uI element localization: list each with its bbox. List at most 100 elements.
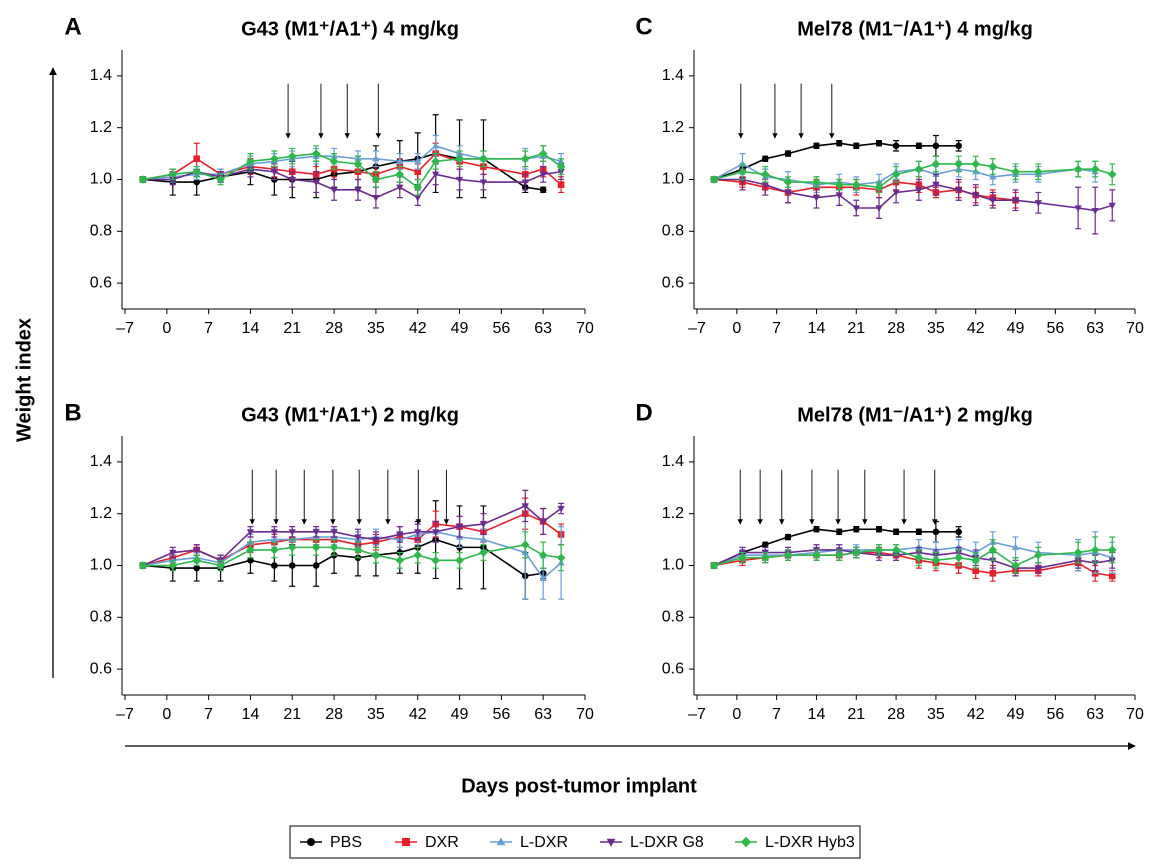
data-point — [1011, 197, 1020, 205]
data-point — [1107, 545, 1117, 555]
x-tick-label: 14 — [808, 320, 826, 337]
data-point — [312, 562, 320, 569]
data-point — [989, 569, 997, 577]
data-point — [875, 178, 883, 185]
data-point — [1074, 205, 1082, 212]
y-tick-label: 1.4 — [90, 453, 112, 470]
y-tick-label: 1.2 — [662, 119, 684, 136]
data-point — [1090, 545, 1100, 555]
data-point — [414, 157, 422, 165]
data-point — [891, 170, 901, 179]
y-tick-label: 1.0 — [90, 557, 112, 574]
data-point — [1073, 164, 1083, 174]
data-point — [396, 157, 404, 165]
y-tick-label: 1.0 — [662, 557, 684, 574]
x-tick-label: 21 — [847, 320, 865, 337]
data-point — [915, 528, 923, 536]
data-point — [413, 550, 423, 560]
data-point — [396, 531, 404, 539]
data-point — [431, 157, 440, 166]
data-point — [875, 552, 883, 560]
x-tick-label: –7 — [688, 320, 706, 337]
data-point — [892, 142, 900, 150]
data-point — [834, 550, 844, 560]
x-tick-label: 21 — [283, 706, 301, 723]
data-point — [760, 553, 770, 563]
data-point — [761, 155, 769, 163]
data-point — [539, 518, 547, 526]
data-point — [972, 192, 980, 199]
data-point — [813, 525, 820, 533]
data-point — [479, 154, 488, 164]
panel-letter: A — [64, 13, 81, 40]
data-point — [288, 535, 296, 543]
x-tick-label: 7 — [204, 706, 213, 723]
x-tick-label: 56 — [1046, 706, 1064, 723]
data-point — [538, 149, 548, 158]
data-point — [1091, 560, 1099, 567]
x-tick-label: 14 — [242, 320, 260, 337]
x-tick-label: 70 — [1126, 706, 1144, 723]
data-point — [1034, 550, 1043, 560]
data-point — [851, 548, 861, 557]
data-point — [288, 176, 296, 184]
x-tick-label: 56 — [1046, 320, 1064, 337]
data-point — [521, 179, 529, 187]
panel-title: Mel78 (M1⁻/A1⁺) 4 mg/kg — [797, 18, 1033, 40]
data-point — [955, 187, 963, 194]
x-tick-label: 56 — [492, 320, 510, 337]
data-point — [372, 194, 380, 202]
data-point — [915, 142, 923, 150]
x-tick-label: 42 — [409, 320, 427, 337]
legend-marker — [402, 838, 410, 846]
x-tick-label: 14 — [242, 706, 260, 723]
panel-title: G43 (M1⁺/A1⁺) 2 mg/kg — [241, 404, 459, 426]
data-point — [760, 170, 770, 179]
x-tick-label: 0 — [162, 706, 171, 723]
data-point — [738, 167, 747, 177]
y-tick-label: 1.2 — [662, 505, 684, 522]
data-point — [455, 556, 464, 565]
panel-letter: B — [64, 399, 81, 426]
data-point — [169, 549, 177, 557]
data-point — [784, 150, 792, 157]
data-point — [414, 529, 422, 536]
data-point — [395, 170, 405, 179]
data-point — [372, 154, 380, 162]
data-point — [835, 528, 843, 536]
data-point — [414, 194, 422, 202]
x-tick-label: 49 — [451, 706, 469, 723]
series-line — [713, 163, 1096, 186]
data-point — [875, 139, 883, 147]
x-tick-label: 42 — [409, 706, 427, 723]
y-tick-label: 1.4 — [662, 67, 684, 84]
data-point — [955, 543, 963, 551]
data-point — [875, 205, 883, 212]
data-point — [891, 545, 901, 555]
data-point — [354, 534, 362, 541]
data-point — [1108, 572, 1116, 580]
data-point — [988, 545, 998, 555]
data-point — [539, 574, 547, 582]
data-point — [1034, 200, 1042, 207]
data-point — [479, 521, 488, 529]
data-point — [193, 155, 200, 163]
data-point — [812, 194, 821, 202]
data-point — [312, 529, 320, 536]
data-point — [247, 557, 254, 564]
y-tick-label: 1.4 — [90, 67, 112, 84]
data-point — [353, 545, 363, 555]
data-point — [371, 550, 381, 560]
data-point — [971, 159, 981, 169]
data-point — [431, 556, 440, 565]
x-tick-label: 63 — [1086, 706, 1104, 723]
data-point — [1108, 202, 1116, 210]
series-line — [142, 538, 544, 577]
data-point — [931, 159, 941, 169]
legend-marker — [496, 837, 506, 846]
data-point — [396, 184, 404, 192]
data-point — [168, 561, 178, 570]
x-tick-label: 35 — [927, 320, 945, 337]
data-point — [812, 550, 821, 560]
y-tick-label: 0.8 — [90, 223, 112, 240]
